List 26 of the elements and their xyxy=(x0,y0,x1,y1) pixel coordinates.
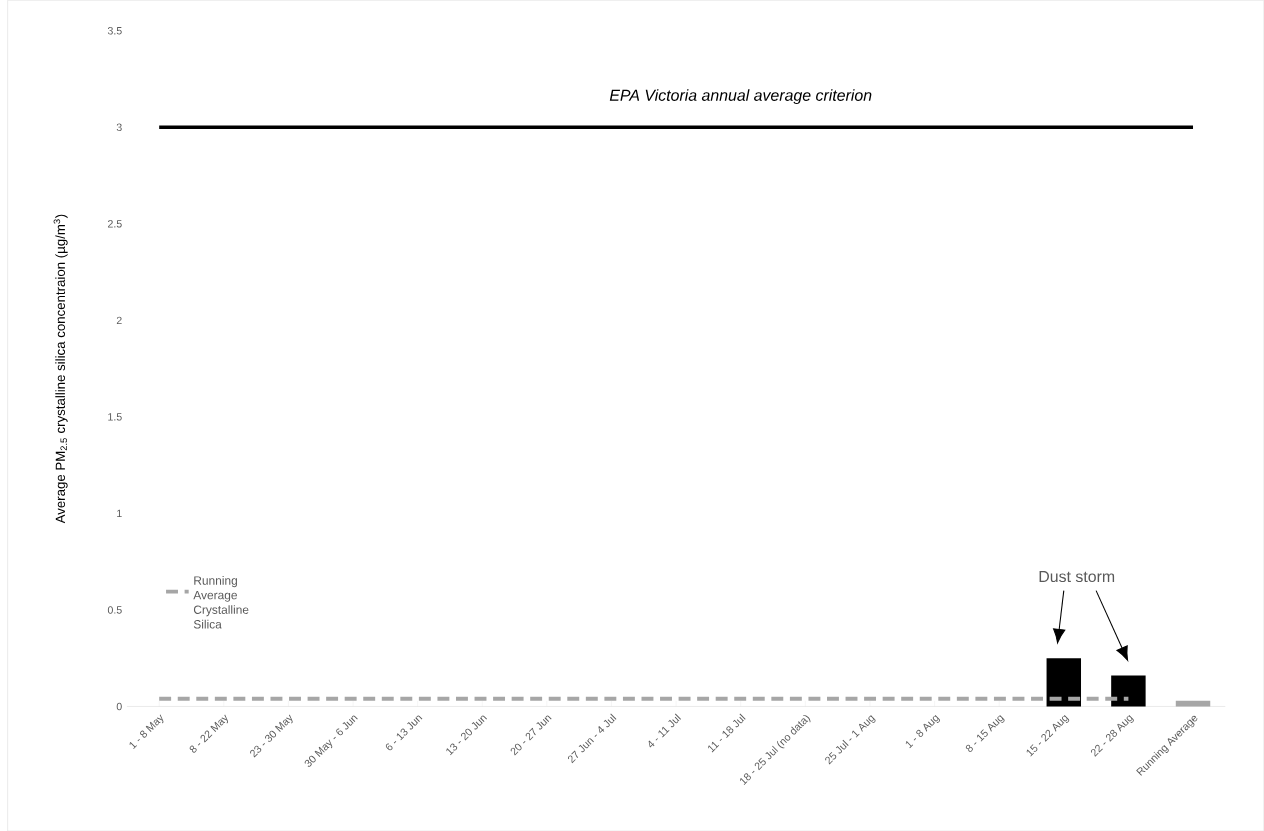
ref-line-label: EPA Victoria annual average criterion xyxy=(609,89,872,104)
legend-label: Running Average Crystalline Silica xyxy=(193,575,249,629)
x-tick-label: 27 Jun - 4 Jul xyxy=(567,713,617,764)
x-tick-label: 6 - 13 Jun xyxy=(385,715,423,751)
x-tick-label: 25 Jul - 1 Aug xyxy=(825,714,876,765)
y-tick-label: 0.5 xyxy=(107,606,122,614)
x-tick-label: 11 - 18 Jul xyxy=(708,713,746,753)
y-tick-label: 3.5 xyxy=(107,26,122,35)
x-tick-label: 13 - 20 Jun xyxy=(446,715,487,756)
x-tick-label: 4 - 11 Jul xyxy=(648,713,682,748)
x-tick-label: 15 - 22 Aug xyxy=(1026,714,1070,757)
y-tick-label: 1.5 xyxy=(108,413,122,421)
x-tick-label: 8 - 15 Aug xyxy=(965,714,1005,752)
annotation: Dust storm xyxy=(1039,570,1115,582)
y-tick-label: 0 xyxy=(116,702,122,711)
y-tick-label: 2.5 xyxy=(108,219,122,228)
y-tick-label: 2 xyxy=(116,316,122,324)
x-tick-label: 8 - 22 May xyxy=(189,714,229,753)
x-tick-label: 1 - 8 May xyxy=(129,714,164,749)
x-tick-label: 1 - 8 Aug xyxy=(905,714,940,749)
x-tick-label: 22 - 28 Aug xyxy=(1090,714,1134,757)
x-tick-label: 23 - 30 May xyxy=(250,714,293,758)
y-axis-title: Average PM$_{2.5}$ crystalline silica concentraion (µg/m$^{3}$) xyxy=(53,214,68,524)
x-tick-label: 20 - 27 Jun xyxy=(510,715,552,756)
y-tick-label: 1 xyxy=(117,509,122,517)
y-tick-label: 3 xyxy=(116,123,122,131)
